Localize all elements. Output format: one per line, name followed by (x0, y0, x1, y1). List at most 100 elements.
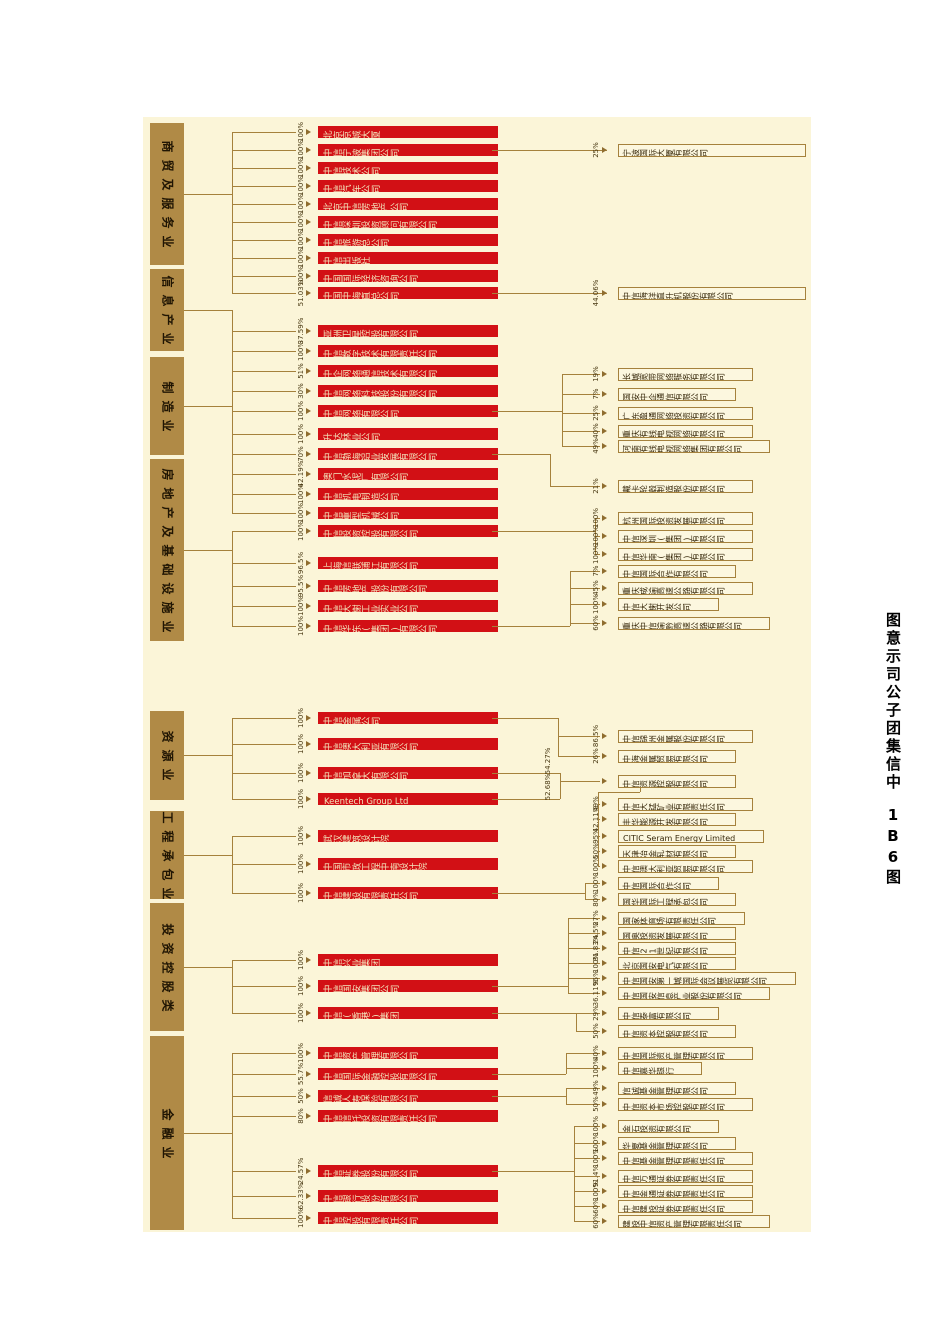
connector-line (232, 1053, 296, 1054)
org-sub-node: 中信万通证券有限责任公司 (618, 1170, 753, 1183)
arrow-right-icon (602, 290, 607, 296)
arrow-right-icon (602, 778, 607, 784)
percent-label: 100% (297, 483, 305, 505)
org-sub-node: 中信金通证券有限责任公司 (618, 1185, 753, 1198)
org-node-bar: 中国中海直总公司 (318, 287, 498, 299)
percent-label: 100% (297, 520, 305, 542)
connector-line (232, 406, 233, 513)
arrow-right-icon (306, 219, 311, 225)
org-node-bar: 中信房地产股份有限公司 (318, 580, 498, 592)
org-node-bar: 中信澳大利亚有限公司 (318, 738, 498, 750)
arrow-right-icon (602, 753, 607, 759)
org-node-bar: 中信信托投资有限责任公司 (318, 1110, 498, 1122)
org-node-bar: 中信资产管理有限公司 (318, 1047, 498, 1059)
connector-line (232, 513, 296, 514)
percent-label: 51% (297, 363, 305, 379)
arrow-right-icon (602, 960, 607, 966)
connector-line (566, 1068, 600, 1069)
arrow-right-icon (306, 388, 311, 394)
figure-caption-text: 图意示司公子团集信中 (884, 612, 902, 792)
org-node-bar: 澳门水泥厂有限公司 (318, 468, 498, 480)
connector-line (568, 993, 600, 994)
percent-label: 80% (297, 1108, 305, 1124)
connector-line (232, 371, 296, 372)
arrow-right-icon (602, 1188, 607, 1194)
connector-line (568, 918, 569, 993)
org-sub-node: 中信澳大利亚贸易有限公司 (618, 860, 753, 873)
arrow-right-icon (602, 533, 607, 539)
arrow-right-icon (306, 983, 311, 989)
org-node-bar: 中信数字技术有限责任公司 (318, 345, 498, 357)
connector-line (232, 204, 296, 205)
connector-line (558, 756, 600, 757)
org-sub-node: 国华国际工程承包公司 (618, 893, 736, 906)
connector-line (232, 240, 296, 241)
connector-line (598, 804, 600, 805)
node-label: Keentech Group Ltd (324, 797, 409, 805)
connector-line (184, 194, 232, 195)
connector-line (232, 586, 296, 587)
connector-line (550, 486, 600, 487)
connector-line (184, 855, 232, 856)
connector-line (568, 918, 600, 919)
percent-label: 49% (592, 1080, 600, 1096)
org-node-bar: 中信证券股份有限公司 (318, 1165, 498, 1177)
org-node-bar: 中信旅游总公司 (318, 234, 498, 246)
connector-line (232, 276, 296, 277)
connector-line (232, 351, 296, 352)
connector-line (232, 986, 296, 987)
connector-line (568, 948, 600, 949)
org-node-bar: 中信出版社 (318, 252, 498, 264)
arrow-right-icon (602, 930, 607, 936)
connector-line (232, 773, 296, 774)
percent-label: 21% (592, 478, 600, 494)
connector-line (492, 411, 562, 412)
percent-label: 100% (592, 1057, 600, 1079)
arrow-right-icon (602, 975, 607, 981)
connector-line (566, 1053, 567, 1074)
connector-line (566, 1088, 567, 1104)
percent-label: 50% (297, 1088, 305, 1104)
connector-line (570, 588, 600, 589)
arrow-right-icon (602, 1155, 607, 1161)
org-node-bar: 中信宁波集团公司 (318, 144, 498, 156)
org-node-bar: 中企网络通信技术有限公司 (318, 365, 498, 377)
org-node-bar: 中信国安集团公司 (318, 980, 498, 992)
connector-line (232, 150, 296, 151)
node-label: CITIC Seram Energy Limited (623, 834, 736, 843)
arrow-right-icon (602, 733, 607, 739)
arrow-right-icon (602, 801, 607, 807)
connector-line (184, 967, 232, 968)
connector-line (492, 893, 585, 894)
connector-line (232, 960, 296, 961)
connector-line (184, 406, 232, 407)
org-sub-node: 天津冶金轧材有限公司 (618, 845, 736, 858)
connector-line (562, 374, 600, 375)
connector-line (184, 1133, 232, 1134)
connector-line (232, 434, 296, 435)
connector-line (232, 310, 233, 411)
arrow-right-icon (306, 583, 311, 589)
arrow-right-icon (306, 560, 311, 566)
percent-label: 25% (592, 142, 600, 158)
org-node-bar: 信诚人寿保险有限公司 (318, 1090, 498, 1102)
org-node-bar: 中信加拿大有限公司 (318, 767, 498, 779)
percent-label: 60% (592, 615, 600, 631)
connector-line (492, 986, 568, 987)
arrow-right-icon (306, 255, 311, 261)
connector-line (232, 744, 296, 745)
figure-caption: 图意示司公子团集信中 1B6图 (882, 612, 904, 887)
org-sub-node: 重庆中信渝黔高速公路有限公司 (618, 617, 770, 630)
arrow-right-icon (306, 861, 311, 867)
arrow-right-icon (306, 890, 311, 896)
org-node-bar: 亚洲卫星控股有限公司 (318, 325, 498, 337)
arrow-right-icon (602, 551, 607, 557)
connector-line (232, 718, 233, 799)
figure-number: 1B6图 (884, 806, 902, 887)
percent-label: 54.27% (544, 747, 552, 775)
connector-line (184, 755, 232, 756)
percent-label: 100% (297, 400, 305, 422)
connector-line (232, 531, 296, 532)
connector-line (558, 736, 600, 737)
